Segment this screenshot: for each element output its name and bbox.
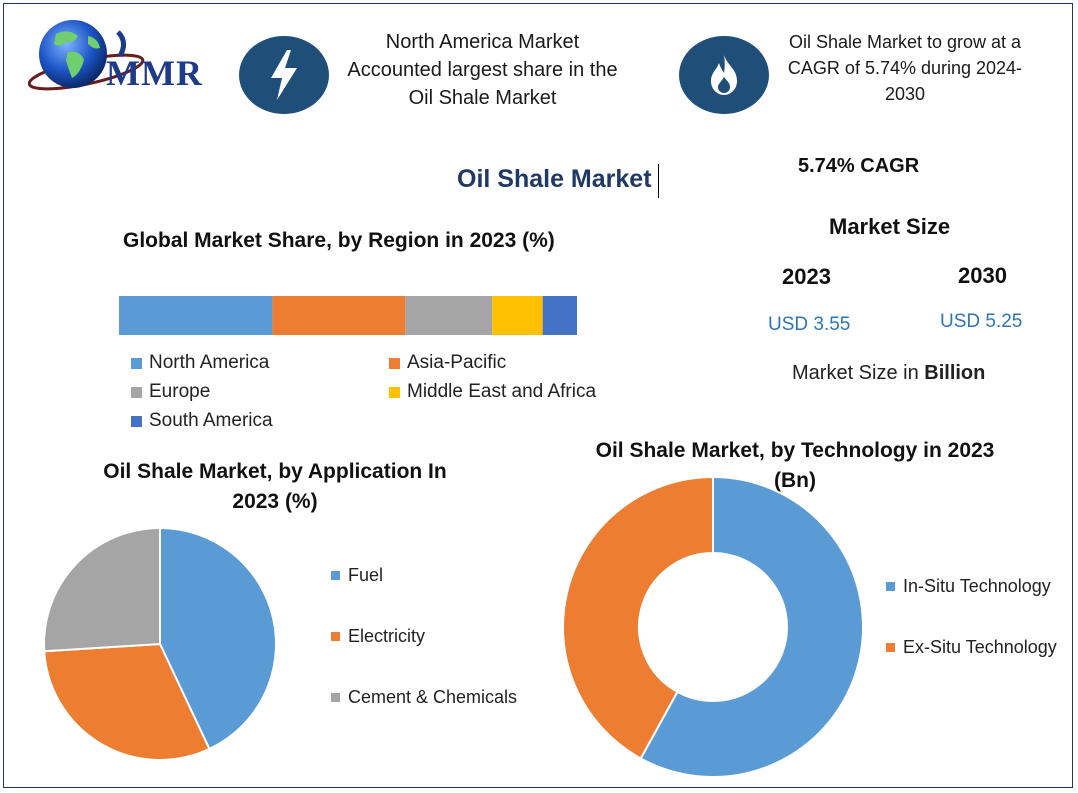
value-2030: USD 5.25: [940, 311, 1023, 332]
highlight-1-line-1: North America Market: [385, 31, 580, 53]
bar-segment-asia-pacific: [272, 296, 406, 335]
mmr-logo: [28, 20, 145, 91]
technology-legend: In-Situ Technology Ex-Situ Technology: [886, 576, 1066, 698]
logo-text: MMR: [106, 53, 203, 93]
legend-label: South America: [149, 410, 273, 431]
highlight-2-line-3: 2030: [884, 84, 926, 104]
legend-swatch: [389, 386, 400, 398]
legend-item-asia-pacific: Asia-Pacific: [389, 352, 506, 374]
legend-swatch: [331, 632, 340, 641]
highlight-1-line-3: Oil Shale Market: [408, 87, 557, 109]
year-2030: 2030: [958, 263, 1007, 288]
application-title-line-1: Oil Shale Market, by Application In: [103, 460, 447, 483]
application-title-line-2: 2023 (%): [232, 490, 318, 513]
infographic-frame: [3, 3, 1073, 788]
legend-label: Fuel: [348, 565, 384, 585]
highlight-text-2: Oil Shale Market to grow at a CAGR of 5.…: [770, 29, 1040, 107]
application-pie: [43, 526, 277, 761]
legend-item-south-america: South America: [131, 410, 273, 432]
year-2023: 2023: [782, 264, 831, 289]
legend-item-fuel: Fuel: [331, 565, 541, 586]
highlight-circle-1: [239, 36, 329, 114]
slice-fuel: [159, 526, 277, 751]
legend-label: Asia-Pacific: [407, 352, 507, 373]
market-size-unit: Market Size in Billion: [792, 362, 985, 385]
legend-item-ex-situ-technology: Ex-Situ Technology: [886, 637, 1066, 658]
legend-label: Ex-Situ Technology: [903, 637, 1057, 657]
highlight-circle-2: [679, 36, 769, 114]
bar-segment-south-america: [542, 296, 577, 335]
application-legend: Fuel Electricity Cement & Chemicals: [331, 565, 541, 748]
legend-item-electricity: Electricity: [331, 626, 541, 647]
legend-label: Europe: [149, 381, 211, 402]
highlight-2-line-1: Oil Shale Market to grow at a: [788, 32, 1022, 52]
market-size-heading: Market Size: [829, 214, 951, 239]
slice-electricity: [43, 642, 211, 761]
legend-swatch: [331, 571, 340, 580]
legend-label: Middle East and Africa: [407, 381, 597, 402]
legend-item-cement-chemicals: Cement & Chemicals: [331, 687, 541, 708]
region-stacked-bar: [119, 296, 577, 335]
slice-cement-chemicals: [43, 526, 161, 653]
legend-label: Electricity: [348, 626, 426, 646]
technology-title-line-2: (Bn): [774, 469, 816, 492]
legend-label: North America: [149, 352, 270, 373]
legend-swatch: [131, 357, 142, 369]
highlight-2-line-2: CAGR of 5.74% during 2024-: [787, 58, 1023, 78]
legend-swatch: [131, 386, 142, 398]
highlight-text-1: North America Market Accounted largest s…: [330, 28, 635, 112]
technology-title-line-1: Oil Shale Market, by Technology in 2023: [595, 439, 995, 462]
legend-swatch: [389, 357, 400, 369]
unit-prefix: Market Size in: [792, 362, 925, 384]
highlight-1-line-2: Accounted largest share in the: [347, 59, 618, 81]
technology-chart-title: Oil Shale Market, by Technology in 2023 …: [565, 436, 1025, 496]
bar-segment-europe: [405, 296, 493, 335]
technology-donut: [562, 475, 864, 778]
legend-item-in-situ-technology: In-Situ Technology: [886, 576, 1066, 597]
region-legend: North America Asia-Pacific Europe Middle Ea…: [131, 352, 631, 442]
legend-item-north-america: North America: [131, 352, 269, 374]
legend-item-middle-east-and-africa: Middle East and Africa: [389, 381, 596, 403]
unit-bold: Billion: [924, 362, 986, 384]
application-chart-title: Oil Shale Market, by Application In 2023…: [60, 457, 490, 517]
legend-label: Cement & Chemicals: [348, 687, 518, 707]
legend-swatch: [886, 643, 895, 652]
bar-segment-middle-east-and-africa: [492, 296, 543, 335]
region-chart-title: Global Market Share, by Region in 2023 (…: [123, 229, 555, 252]
slice-ex-situ-technology: [562, 475, 714, 760]
flame-icon: [711, 55, 737, 95]
slice-in-situ-technology: [639, 475, 864, 778]
cagr-label: 5.74% CAGR: [798, 155, 920, 177]
legend-swatch: [886, 582, 895, 591]
lightning-icon: [271, 50, 297, 100]
main-title: Oil Shale Market: [457, 165, 652, 193]
bar-segment-north-america: [119, 296, 273, 335]
legend-item-europe: Europe: [131, 381, 210, 403]
text-cursor: [658, 164, 659, 198]
legend-swatch: [131, 415, 142, 427]
legend-swatch: [331, 693, 340, 702]
value-2023: USD 3.55: [768, 314, 851, 335]
legend-label: In-Situ Technology: [903, 576, 1051, 596]
